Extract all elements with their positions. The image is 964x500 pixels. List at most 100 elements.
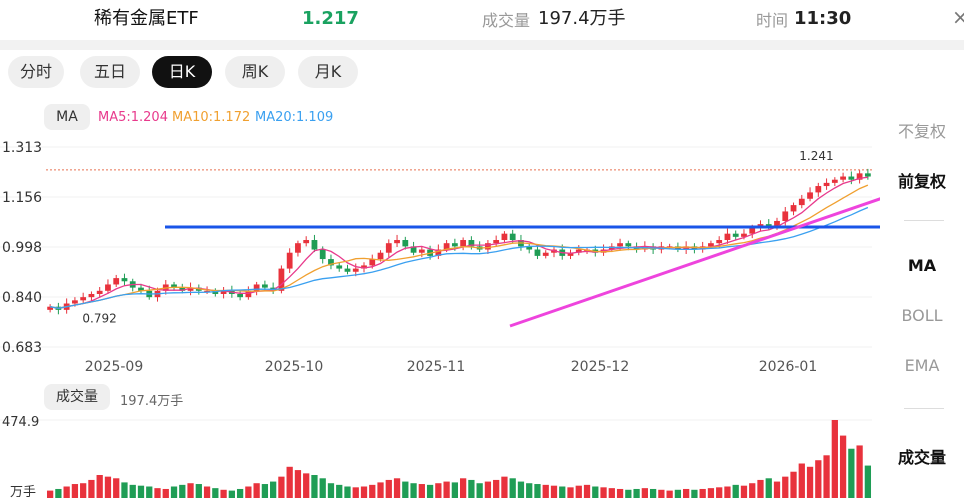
candle-body bbox=[220, 290, 227, 294]
volume-bar bbox=[187, 483, 194, 498]
tab-daily-k[interactable]: 日K bbox=[152, 56, 212, 88]
candle-body bbox=[848, 176, 855, 180]
candle-body bbox=[708, 243, 714, 247]
y-tick-label: 0.998 bbox=[2, 240, 42, 256]
candle-body bbox=[377, 252, 384, 260]
volume-bar bbox=[699, 488, 706, 498]
volume-bar bbox=[451, 482, 459, 498]
volume-bar bbox=[625, 489, 632, 498]
volume-bar bbox=[402, 481, 409, 498]
forward-adjust-option[interactable]: 前复权 bbox=[897, 172, 946, 191]
volume-bar bbox=[55, 488, 62, 498]
volume-bar bbox=[476, 483, 483, 498]
volume-bar bbox=[848, 448, 855, 498]
volume-bar bbox=[493, 479, 500, 498]
close-icon[interactable]: × bbox=[952, 5, 964, 29]
volume-bar bbox=[443, 481, 450, 498]
candle-body bbox=[261, 284, 268, 288]
volume-bar bbox=[327, 483, 335, 498]
volume-bar bbox=[435, 483, 442, 498]
volume-bar bbox=[253, 483, 260, 498]
volume-bar bbox=[674, 489, 682, 498]
volume-bar bbox=[311, 475, 318, 498]
volume-bar bbox=[63, 486, 70, 498]
ma10-line bbox=[49, 184, 869, 309]
no-adjust-option[interactable]: 不复权 bbox=[897, 122, 946, 141]
ema-option[interactable]: EMA bbox=[904, 356, 940, 375]
support-trend-line bbox=[509, 197, 880, 328]
volume-bar bbox=[195, 484, 202, 498]
volume-bar bbox=[377, 482, 384, 498]
volume-bar bbox=[641, 488, 648, 498]
candle-body bbox=[212, 290, 219, 294]
candle-body bbox=[402, 240, 409, 247]
volume-panel-value: 197.4万手 bbox=[120, 394, 184, 409]
candle-body bbox=[823, 182, 830, 187]
tab-intraday[interactable]: 分时 bbox=[8, 56, 64, 88]
volume-bar bbox=[261, 484, 269, 498]
candle-body bbox=[88, 293, 95, 298]
candle-body bbox=[716, 240, 723, 244]
volume-bar bbox=[583, 484, 591, 498]
candle-body bbox=[344, 268, 351, 272]
candle-body bbox=[187, 287, 194, 291]
volume-bar bbox=[773, 481, 781, 498]
candle-body bbox=[782, 211, 789, 221]
candle-body bbox=[385, 243, 392, 253]
volume-value: 197.4万手 bbox=[538, 8, 626, 29]
volume-bar bbox=[707, 488, 715, 498]
volume-bar bbox=[393, 478, 401, 498]
candle-body bbox=[121, 278, 128, 282]
candlestick-chart[interactable]: 1.313 1.156 0.998 0.840 0.683 2025-09 2025-10 2… bbox=[0, 135, 880, 380]
tab-monthly-k[interactable]: 月K bbox=[298, 56, 358, 88]
volume-indicator-chip[interactable]: 成交量 bbox=[44, 384, 110, 410]
candle-body bbox=[253, 284, 260, 291]
volume-bar bbox=[740, 485, 748, 498]
candle-body bbox=[80, 297, 87, 301]
candle-body bbox=[567, 252, 574, 256]
fund-title: 稀有金属ETF bbox=[94, 8, 199, 29]
boll-option[interactable]: BOLL bbox=[901, 306, 943, 325]
tab-five-day[interactable]: 五日 bbox=[80, 56, 140, 88]
ma-indicator-chip[interactable]: MA bbox=[44, 104, 90, 130]
x-tick-label: 2025-11 bbox=[407, 359, 466, 375]
ma-option[interactable]: MA bbox=[907, 256, 937, 275]
x-tick-label: 2025-12 bbox=[571, 359, 630, 375]
volume-bar bbox=[633, 488, 640, 498]
candle-body bbox=[798, 198, 805, 206]
volume-bar bbox=[856, 445, 863, 498]
candle-body bbox=[815, 186, 822, 193]
volume-bar bbox=[228, 490, 235, 498]
volume-bar bbox=[468, 479, 475, 498]
volume-bar bbox=[129, 484, 136, 498]
separator bbox=[904, 220, 944, 221]
x-tick-label: 2025-10 bbox=[265, 359, 324, 375]
y-tick-label: 1.313 bbox=[2, 140, 42, 156]
volume-bar bbox=[509, 478, 516, 498]
candle-body bbox=[278, 268, 285, 291]
candle-body bbox=[741, 233, 747, 237]
candle-body bbox=[534, 249, 541, 256]
volume-bar bbox=[303, 473, 310, 498]
candle-body bbox=[790, 205, 797, 212]
candle-body bbox=[295, 243, 301, 253]
candle-body bbox=[542, 252, 549, 256]
tab-weekly-k[interactable]: 周K bbox=[225, 56, 285, 88]
volume-option[interactable]: 成交量 bbox=[897, 448, 946, 467]
volume-bar bbox=[575, 485, 582, 498]
volume-bar bbox=[542, 484, 549, 498]
candle-body bbox=[831, 179, 838, 183]
volume-bar bbox=[724, 486, 731, 498]
volume-chart[interactable]: 474.9 万手 bbox=[0, 410, 880, 500]
candle-body bbox=[864, 173, 871, 177]
x-tick-label: 2026-01 bbox=[759, 359, 818, 375]
volume-bar bbox=[80, 483, 87, 498]
volume-bar bbox=[839, 435, 847, 498]
current-price: 1.217 bbox=[302, 8, 359, 29]
candle-body bbox=[774, 220, 780, 228]
candle-body bbox=[352, 268, 359, 272]
volume-bar bbox=[294, 470, 302, 498]
volume-bar bbox=[592, 486, 599, 498]
candle-body bbox=[501, 233, 508, 241]
volume-bar bbox=[88, 479, 95, 498]
